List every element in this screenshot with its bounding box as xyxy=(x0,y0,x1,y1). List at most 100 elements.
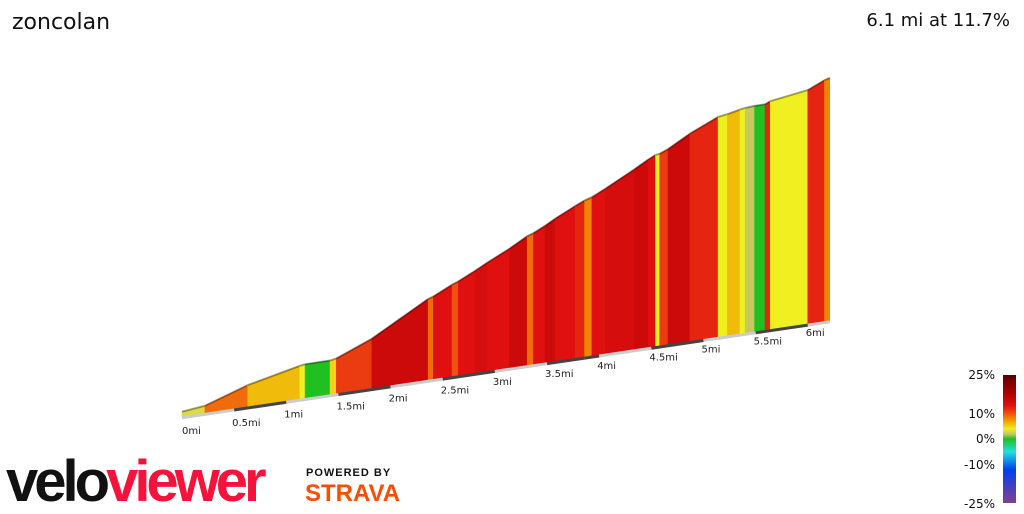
color-scale-label: -25% xyxy=(964,497,995,511)
profile-top-edge xyxy=(667,132,691,150)
profile-segment xyxy=(555,205,576,362)
profile-segment xyxy=(544,217,556,364)
distance-band xyxy=(233,400,287,412)
profile-top-edge xyxy=(544,217,556,227)
profile-top-edge xyxy=(807,79,825,91)
x-tick-label: 3mi xyxy=(493,377,512,388)
x-tick-label: 1.5mi xyxy=(336,402,364,413)
profile-segment xyxy=(764,100,771,331)
profile-segment xyxy=(717,113,728,338)
profile-top-edge xyxy=(335,337,373,360)
profile-segment xyxy=(655,153,660,347)
x-tick-label: 0mi xyxy=(182,426,201,437)
profile-top-edge xyxy=(604,168,636,190)
distance-band xyxy=(807,320,830,327)
profile-segment xyxy=(526,232,534,366)
profile-segment xyxy=(329,358,337,396)
profile-top-edge xyxy=(824,76,831,82)
profile-segment xyxy=(533,225,546,366)
profile-top-edge xyxy=(474,261,489,272)
profile-top-edge xyxy=(717,113,728,118)
profile-segment xyxy=(474,261,488,374)
profile-segment xyxy=(647,154,656,349)
color-scale-label: 0% xyxy=(976,432,995,446)
profile-top-edge xyxy=(204,384,249,407)
distance-band xyxy=(755,323,809,335)
profile-top-edge xyxy=(584,196,593,202)
profile-segment xyxy=(433,284,453,380)
distance-band xyxy=(703,331,756,343)
distance-band xyxy=(598,346,652,358)
profile-top-edge xyxy=(247,364,301,387)
profile-top-edge xyxy=(739,106,746,111)
x-tick-label: 1mi xyxy=(284,410,303,421)
profile-top-edge xyxy=(554,205,576,220)
profile-top-edge xyxy=(764,100,771,106)
profile-top-edge xyxy=(659,148,669,155)
profile-segment xyxy=(591,188,606,357)
profile-top-edge xyxy=(432,283,453,298)
profile-top-edge xyxy=(526,232,534,238)
profile-segment xyxy=(754,103,766,333)
profile-top-edge xyxy=(487,247,511,264)
x-tick-label: 3.5mi xyxy=(545,369,573,380)
profile-segment xyxy=(371,298,429,389)
profile-segment xyxy=(427,295,434,381)
profile-segment xyxy=(574,199,585,359)
x-tick-label: 4.5mi xyxy=(649,353,677,364)
profile-top-edge xyxy=(181,404,206,413)
powered-by-label: POWERED BY xyxy=(306,467,392,479)
profile-top-edge xyxy=(689,116,719,135)
x-tick-label: 2.5mi xyxy=(441,385,469,396)
gradient-color-scale xyxy=(1003,375,1016,503)
profile-segment xyxy=(659,148,669,347)
profile-top-edge xyxy=(451,280,459,286)
profile-top-edge xyxy=(727,108,741,116)
profile-top-edge xyxy=(532,225,546,234)
profile-top-edge xyxy=(634,158,649,170)
strava-logo[interactable]: STRAVA xyxy=(305,480,401,507)
profile-top-edge xyxy=(304,359,331,366)
profile-segment xyxy=(744,105,755,334)
profile-top-edge xyxy=(329,357,337,362)
profile-segment xyxy=(727,109,741,337)
distance-band xyxy=(181,408,235,420)
profile-segment xyxy=(689,116,719,342)
segment-title: zoncolan xyxy=(12,10,111,35)
color-scale-label: -10% xyxy=(964,458,995,472)
profile-top-edge xyxy=(655,152,660,156)
profile-top-edge xyxy=(591,187,606,199)
distance-band xyxy=(390,377,443,389)
profile-segment xyxy=(451,280,459,378)
profile-segment xyxy=(769,89,809,331)
segment-summary: 6.1 mi at 11.7% xyxy=(866,10,1010,31)
profile-segment xyxy=(634,159,649,351)
x-tick-label: 4mi xyxy=(597,361,616,372)
profile-segment xyxy=(509,235,528,369)
profile-segment xyxy=(824,77,831,322)
x-tick-label: 5.5mi xyxy=(754,336,782,347)
profile-top-edge xyxy=(574,199,586,207)
veloviewer-logo[interactable]: veloviewer xyxy=(6,449,267,514)
profile-top-edge xyxy=(745,104,755,109)
profile-segment xyxy=(487,248,510,372)
distance-band xyxy=(651,339,704,350)
color-scale-label: 10% xyxy=(968,407,995,421)
distance-band xyxy=(494,362,548,373)
distance-band xyxy=(546,354,600,366)
profile-segment xyxy=(739,107,746,335)
profile-segment xyxy=(667,133,691,346)
profile-top-edge xyxy=(754,103,766,107)
profile-top-edge xyxy=(299,363,306,367)
profile-top-edge xyxy=(427,295,434,300)
profile-segment xyxy=(807,79,825,325)
distance-band xyxy=(286,393,339,404)
color-scale-label: 25% xyxy=(968,368,995,382)
x-tick-label: 6mi xyxy=(806,328,825,339)
profile-top-edge xyxy=(457,269,476,283)
profile-segment xyxy=(304,360,331,399)
x-tick-label: 0.5mi xyxy=(232,418,260,429)
profile-segment xyxy=(336,338,373,395)
x-tick-label: 5mi xyxy=(702,345,721,356)
profile-segment xyxy=(458,270,476,377)
